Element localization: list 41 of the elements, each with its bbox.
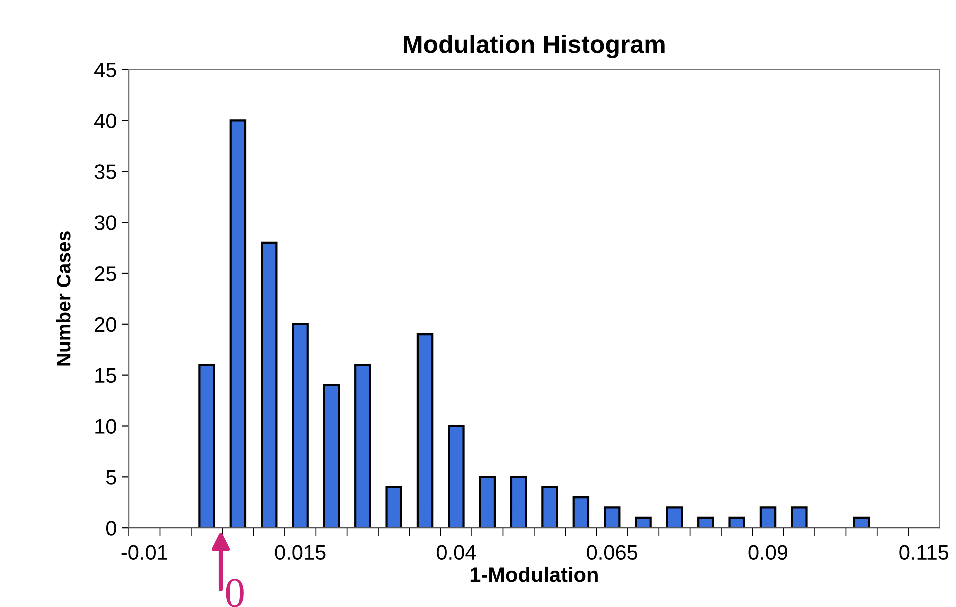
y-tick-label: 35 — [94, 164, 116, 180]
bar — [791, 506, 808, 528]
bar — [198, 364, 216, 528]
bar — [853, 516, 870, 528]
x-tick-label: 0.115 — [900, 545, 949, 560]
y-tick-label: 5 — [106, 470, 116, 485]
x-tick-label: 0.04 — [436, 545, 476, 560]
text: 0 — [226, 579, 244, 607]
bar — [698, 516, 714, 528]
bar — [292, 323, 309, 528]
y-tick-label: 20 — [95, 317, 116, 332]
bar — [728, 516, 746, 528]
y-tick-label: 10 — [96, 419, 116, 434]
bar — [666, 506, 684, 528]
y-tick-label: 25 — [95, 266, 116, 282]
y-tick-label: 15 — [96, 368, 116, 384]
x-tick-label: 0.015 — [275, 545, 326, 560]
bar — [448, 425, 465, 528]
bar — [416, 334, 434, 528]
x-axis-title: 1-Modulation — [470, 566, 598, 582]
bar — [635, 516, 652, 528]
x-tick-label: 0.065 — [587, 545, 638, 560]
bar — [510, 476, 528, 528]
bar — [261, 242, 278, 528]
y-axis-title: Number Cases — [56, 232, 71, 366]
y-tick-label: 0 — [106, 521, 116, 536]
bar — [386, 486, 402, 528]
y-tick-label: 40 — [94, 114, 116, 128]
bar — [323, 384, 340, 528]
bar — [604, 506, 621, 528]
bar — [354, 364, 372, 528]
x-tick-label: 0.09 — [748, 545, 788, 560]
bar — [542, 486, 558, 528]
bar — [572, 496, 590, 528]
x-tick-label: -0.01 — [122, 545, 168, 560]
y-tick-label: 30 — [94, 216, 116, 230]
y-tick-label: 45 — [94, 63, 116, 78]
bar — [479, 476, 496, 528]
chart-title: Modulation Histogram — [404, 35, 665, 58]
bar — [230, 120, 247, 528]
bar — [760, 506, 777, 528]
